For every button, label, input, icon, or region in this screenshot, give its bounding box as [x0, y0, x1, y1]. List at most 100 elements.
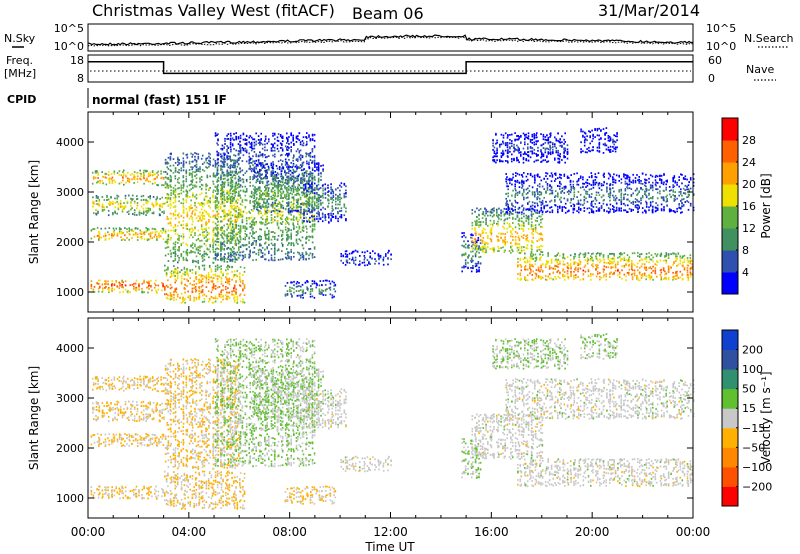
power-cell — [178, 248, 180, 250]
power-cell — [482, 237, 485, 239]
power-cell — [309, 248, 312, 250]
power-cell — [208, 165, 210, 168]
power-cell — [186, 272, 188, 274]
power-cell — [387, 257, 389, 259]
power-cell — [311, 182, 313, 184]
power-cell — [244, 194, 247, 197]
power-cell — [237, 137, 240, 140]
power-cell — [277, 177, 279, 179]
power-cell — [309, 184, 311, 186]
power-cell — [235, 292, 237, 295]
power-cell — [482, 247, 485, 250]
power-cell — [143, 231, 146, 234]
power-cell — [121, 279, 123, 282]
power-cell — [221, 229, 223, 232]
power-cell — [272, 231, 274, 234]
power-cell — [511, 245, 513, 247]
power-cell — [242, 149, 245, 152]
power-cell — [231, 185, 234, 188]
power-cell — [111, 176, 114, 179]
power-cell — [203, 202, 206, 205]
power-cell — [170, 194, 172, 197]
power-cell — [214, 135, 217, 137]
power-cell — [478, 246, 480, 249]
power-cell — [321, 291, 323, 294]
power-cell — [194, 290, 197, 293]
power-cell — [289, 206, 292, 209]
power-cell — [129, 284, 131, 287]
power-cell — [228, 155, 230, 158]
power-cell — [477, 237, 480, 239]
power-cell — [243, 294, 246, 296]
power-cell — [345, 250, 348, 252]
power-cell — [288, 153, 290, 156]
power-cell — [115, 281, 117, 284]
power-cell — [290, 141, 292, 144]
power-cell — [293, 255, 295, 258]
power-cell — [239, 146, 241, 148]
power-cell — [194, 286, 197, 288]
power-cell — [233, 300, 236, 303]
power-cell — [268, 138, 270, 141]
power-cell — [274, 259, 276, 262]
power-cell — [217, 220, 219, 223]
power-cell — [271, 187, 274, 190]
power-cell — [180, 162, 183, 164]
power-cell — [220, 280, 223, 283]
power-cell — [194, 204, 196, 207]
power-cell — [146, 227, 149, 230]
power-cell — [297, 220, 299, 223]
power-cell — [467, 256, 469, 259]
power-cell — [284, 207, 287, 210]
power-cell — [222, 177, 225, 180]
power-cell — [221, 165, 224, 168]
power-cell — [206, 202, 209, 205]
power-cell — [295, 239, 298, 242]
power-cell — [183, 266, 186, 269]
power-cell — [311, 150, 314, 153]
power-cell — [191, 244, 193, 246]
power-cell — [345, 185, 347, 188]
power-cell — [186, 212, 189, 215]
power-cell — [292, 204, 294, 207]
power-cell — [214, 164, 217, 167]
power-cell — [244, 227, 247, 230]
power-cell — [320, 165, 322, 167]
power-cell — [264, 160, 266, 162]
power-cell — [175, 272, 178, 275]
power-cell — [197, 215, 200, 217]
power-cell — [208, 227, 210, 229]
power-cell — [306, 194, 308, 197]
power-cell — [272, 218, 274, 220]
power-cell — [194, 272, 197, 275]
power-cell — [155, 279, 157, 282]
power-cell — [470, 270, 473, 273]
power-cell — [212, 191, 214, 194]
power-cell — [174, 270, 176, 273]
power-cell — [485, 251, 487, 254]
power-cell — [220, 153, 222, 156]
power-cell — [193, 287, 195, 289]
power-cell — [231, 214, 234, 217]
power-cell — [195, 209, 198, 212]
power-cell — [238, 249, 240, 251]
power-cell — [190, 207, 192, 210]
power-cell — [236, 231, 239, 234]
power-cell — [212, 180, 214, 183]
power-cell — [143, 279, 145, 282]
power-cell — [224, 199, 226, 202]
power-cell — [472, 255, 474, 258]
power-cell — [231, 271, 233, 273]
power-cell — [111, 233, 113, 235]
power-cell — [316, 207, 318, 209]
power-cell — [288, 236, 290, 239]
power-cell — [139, 229, 142, 232]
power-cell — [354, 263, 357, 266]
power-cell — [235, 227, 237, 229]
power-cell — [217, 238, 219, 240]
power-cell — [212, 201, 215, 204]
power-cell — [235, 171, 237, 174]
power-cell — [188, 196, 191, 198]
power-cell — [231, 159, 234, 161]
power-cell — [191, 287, 194, 290]
